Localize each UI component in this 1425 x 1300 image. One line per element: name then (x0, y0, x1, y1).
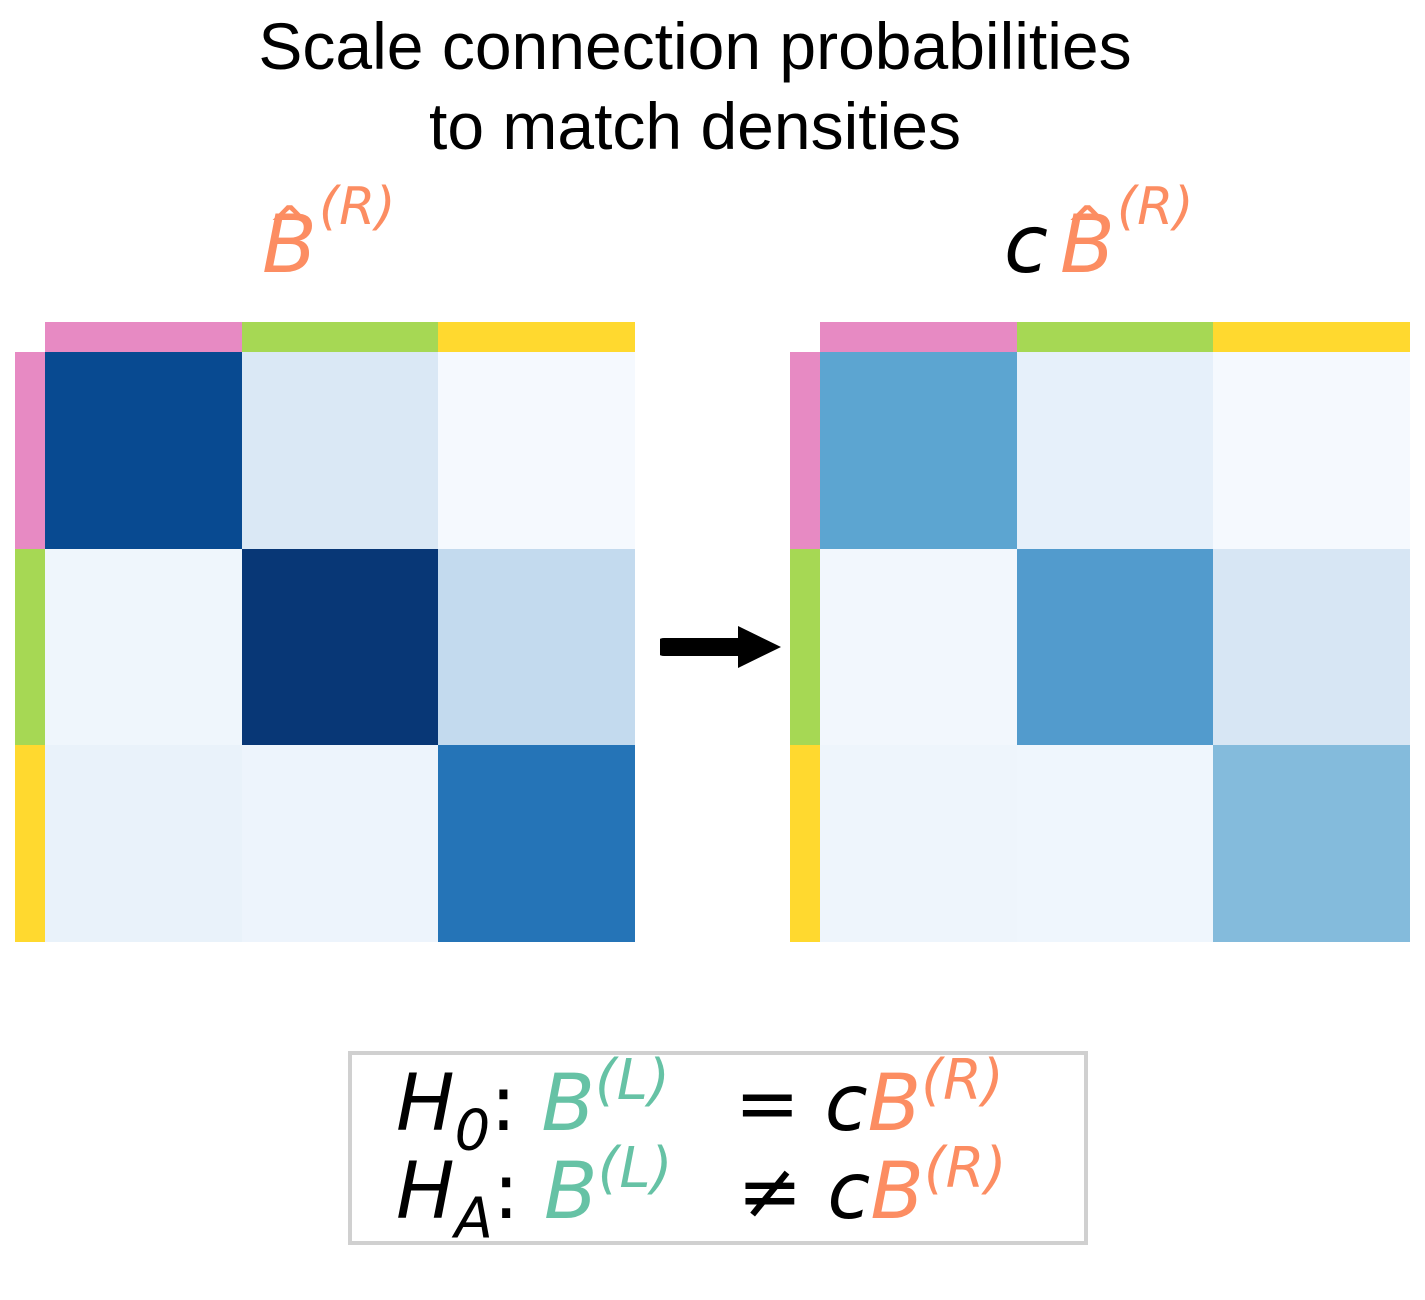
hat-accent: ^ (266, 195, 313, 258)
left-matrix-label: ^ B(R) (262, 177, 396, 305)
b-hat-symbol: ^ B (262, 195, 317, 295)
title-line-1: Scale connection probabilities (258, 9, 1132, 83)
matrix-cell-3-3 (438, 745, 635, 942)
right-block-matrix (790, 322, 1411, 943)
group-color-bar-top (45, 322, 636, 352)
right-arrow-icon (655, 622, 784, 677)
matrix-cell-3-2 (1016, 745, 1214, 942)
group-color-segment-3 (790, 745, 820, 943)
matrix-cell-1-2 (1016, 352, 1214, 549)
group-color-segment-1 (45, 322, 242, 352)
figure-title: Scale connection probabilities to match … (0, 6, 1390, 166)
left-block-matrix (15, 322, 636, 943)
matrix-cell-2-1 (45, 548, 242, 746)
group-color-segment-1 (820, 322, 1017, 352)
matrix-cell-3-3 (1213, 745, 1410, 942)
superscript-r: (R) (1116, 177, 1194, 237)
heatmap-grid (45, 352, 635, 942)
matrix-cell-1-1 (45, 352, 242, 549)
group-color-segment-2 (241, 322, 439, 352)
group-color-segment-2 (1016, 322, 1214, 352)
null-hypothesis: H0: B(L) = cB(R) (396, 1048, 1004, 1164)
group-color-segment-1 (790, 352, 820, 549)
matrix-cell-3-2 (241, 745, 439, 942)
hypotheses-box: H0: B(L) = cB(R) HA: B(L) ≠ cB(R) (348, 1048, 1088, 1252)
matrix-cell-1-2 (241, 352, 439, 549)
scale-factor-c: c (1004, 198, 1048, 291)
group-color-segment-2 (790, 548, 820, 746)
group-color-bar-top (820, 322, 1411, 352)
matrix-cell-2-1 (820, 548, 1017, 746)
right-matrix-label: c ^ B(R) (1004, 177, 1194, 305)
group-color-bar-left (790, 352, 820, 943)
b-hat-symbol: ^ B (1060, 195, 1115, 295)
group-color-segment-2 (15, 548, 45, 746)
alternative-hypothesis: HA: B(L) ≠ cB(R) (396, 1136, 1007, 1252)
group-color-segment-3 (15, 745, 45, 943)
group-color-segment-3 (1213, 322, 1411, 352)
heatmap-grid (820, 352, 1410, 942)
matrix-cell-2-2 (241, 548, 439, 746)
matrix-cell-1-3 (1213, 352, 1410, 549)
matrix-cell-1-1 (820, 352, 1017, 549)
hat-accent: ^ (1064, 195, 1111, 258)
matrix-cell-3-1 (820, 745, 1017, 942)
superscript-r: (R) (318, 177, 396, 237)
title-line-2: to match densities (429, 89, 961, 163)
matrix-cell-2-3 (438, 548, 635, 746)
matrix-cell-2-3 (1213, 548, 1410, 746)
group-color-segment-1 (15, 352, 45, 549)
group-color-segment-3 (438, 322, 636, 352)
matrix-cell-1-3 (438, 352, 635, 549)
matrix-cell-3-1 (45, 745, 242, 942)
group-color-bar-left (15, 352, 45, 943)
matrix-cell-2-2 (1016, 548, 1214, 746)
